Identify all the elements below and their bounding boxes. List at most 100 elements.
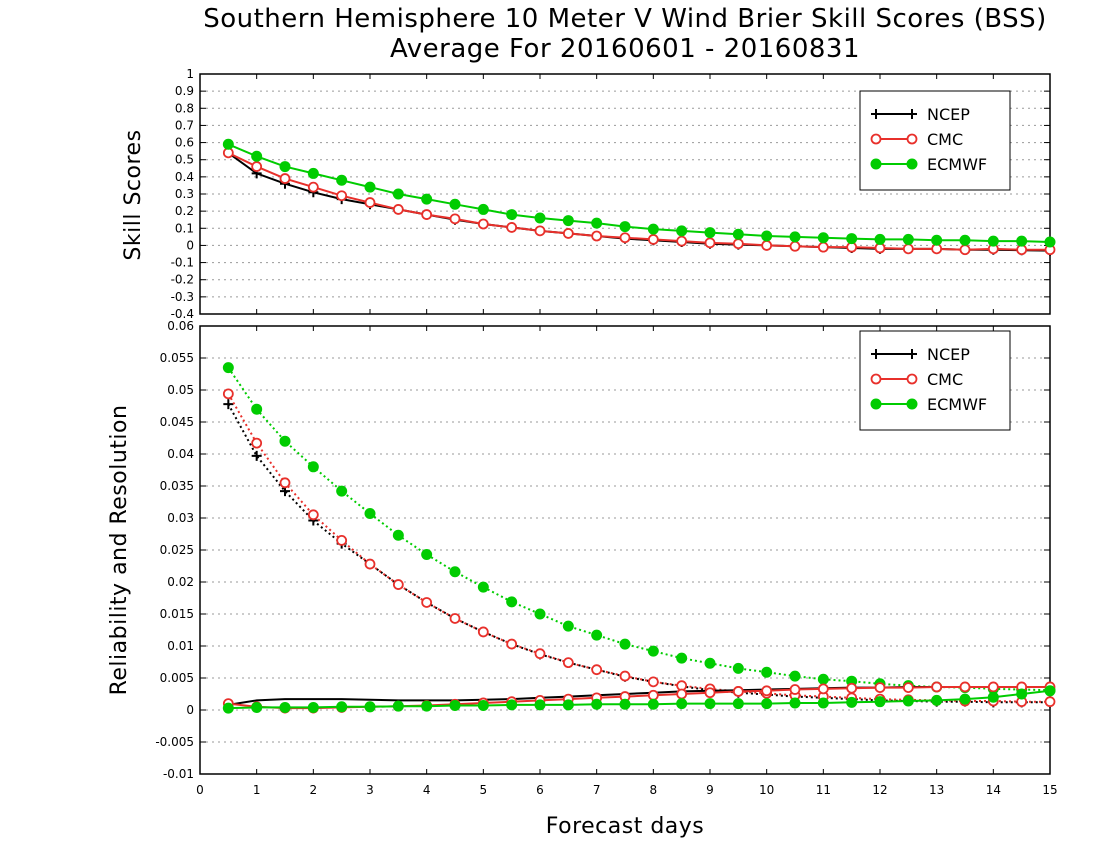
top-cmc-point (676, 235, 688, 247)
top-ecmwf-point (676, 225, 688, 237)
bottom-cmc-resolution-point (449, 613, 461, 624)
bottom-cmc-resolution-point (562, 657, 574, 669)
top-legend-marker-ecmwf (870, 158, 882, 170)
bottom-cmc-reliability-point (704, 687, 716, 699)
bottom-cmc-reliability-point (817, 683, 829, 695)
bottom-cmc-reliability-point (676, 688, 688, 700)
top-ecmwf-point (477, 203, 489, 215)
top-ecmwf-point (1044, 236, 1056, 248)
bottom-y-tick-label: 0.05 (167, 383, 194, 397)
top-cmc-point (279, 173, 291, 184)
bottom-ecmwf-resolution-point (421, 548, 433, 560)
bottom-y-tick-label: 0 (186, 703, 194, 717)
top-cmc-point (647, 234, 659, 245)
bottom-cmc-resolution-point (477, 626, 489, 638)
x-tick-label: 8 (650, 783, 658, 797)
bottom-legend: NCEP CMC ECMWF (859, 330, 1011, 431)
top-y-tick-label: 0.3 (175, 187, 194, 201)
bottom-cmc-resolution-point (647, 676, 659, 688)
bottom-ecmwf-reliability-point (761, 698, 773, 710)
x-tick-label: 13 (929, 783, 944, 797)
top-legend: NCEP CMC ECMWF (859, 90, 1011, 191)
bottom-ecmwf-reliability-point (902, 695, 914, 707)
bottom-legend-label-cmc: CMC (927, 370, 963, 389)
bottom-cmc-resolution-line (227, 393, 1050, 703)
top-ecmwf-point (902, 233, 914, 245)
bottom-ecmwf-reliability-point (251, 701, 263, 713)
top-y-tick-label: -0.3 (171, 290, 194, 304)
top-cmc-point (704, 237, 716, 249)
bottom-ecmwf-reliability-point (931, 694, 943, 706)
top-ecmwf-point (874, 233, 886, 245)
bottom-ecmwf-resolution-point (619, 638, 631, 650)
bottom-ecmwf-reliability-point (506, 699, 518, 711)
bottom-ecmwf-reliability-point (279, 701, 291, 713)
skill-scores-panel: -0.4 -0.3 -0.2 -0.1 0 0.1 0.2 0.3 0.4 0.5 0.6 0.7 0.… (171, 67, 1056, 321)
x-tick-label: 12 (872, 783, 887, 797)
bottom-legend-marker-ecmwf (906, 398, 918, 410)
bottom-cmc-reliability-point (959, 681, 971, 693)
bottom-ecmwf-reliability-point (846, 696, 858, 708)
bottom-ecmwf-resolution-point (562, 620, 574, 632)
top-ecmwf-point (449, 198, 461, 210)
bottom-legend-marker-cmc (906, 373, 918, 385)
top-ecmwf-point (506, 209, 518, 221)
top-legend-marker-cmc (870, 133, 882, 145)
bottom-ecmwf-resolution-point (477, 581, 489, 593)
top-cmc-point (902, 243, 914, 255)
bottom-ecmwf-reliability-point (534, 699, 546, 711)
x-tick-label: 9 (706, 783, 714, 797)
x-tick-label: 3 (366, 783, 374, 797)
bottom-ecmwf-reliability-point (647, 698, 659, 710)
bottom-cmc-resolution-point (1044, 696, 1056, 708)
top-cmc-point (591, 230, 603, 242)
top-ecmwf-point (307, 167, 319, 179)
bottom-ecmwf-resolution-point (392, 529, 404, 541)
bottom-ecmwf-reliability-point (874, 696, 886, 708)
top-y-tick-label: 0.6 (175, 136, 194, 150)
bottom-cmc-resolution-point (364, 558, 376, 570)
bottom-legend-label-ecmwf: ECMWF (927, 395, 987, 414)
bottom-y-tick-label: 0.035 (160, 479, 194, 493)
bottom-legend-marker-ncep (871, 349, 881, 359)
top-ecmwf-point (761, 230, 773, 242)
top-ecmwf-point (336, 174, 348, 186)
top-cmc-point (364, 197, 376, 208)
top-ecmwf-point (732, 228, 744, 240)
bottom-y-tick-label: 0.055 (160, 351, 194, 365)
top-ecmwf-point (222, 138, 234, 150)
top-ecmwf-point (931, 234, 943, 246)
bottom-legend-label-ncep: NCEP (927, 345, 970, 364)
bottom-cmc-resolution-point (336, 535, 348, 546)
bottom-ecmwf-reliability-point (307, 701, 319, 713)
x-tick-label: 0 (196, 783, 204, 797)
bottom-y-tick-label: 0.03 (167, 511, 194, 525)
top-cmc-point (959, 244, 971, 256)
bottom-y-tick-label: 0.005 (160, 671, 194, 685)
top-y-tick-label: 0 (186, 238, 194, 252)
top-legend-marker-ncep (907, 109, 917, 119)
bottom-y-tick-label: 0.04 (167, 447, 194, 461)
bottom-cmc-reliability-point (931, 681, 943, 693)
x-tick-label: 6 (536, 783, 544, 797)
top-cmc-point (449, 213, 461, 225)
x-tick-label: 5 (480, 783, 488, 797)
top-ecmwf-point (251, 150, 263, 162)
x-tick-label: 7 (593, 783, 601, 797)
bottom-y-tick-label: 0.045 (160, 415, 194, 429)
bottom-ecmwf-resolution-point (591, 629, 603, 641)
top-y-tick-label: -0.2 (171, 273, 194, 287)
top-legend-label-ncep: NCEP (927, 105, 970, 124)
top-y-tick-label: -0.4 (171, 307, 194, 321)
bottom-ecmwf-resolution-point (761, 666, 773, 678)
bottom-cmc-reliability-point (789, 684, 801, 695)
bottom-ecmwf-reliability-point (222, 702, 234, 714)
top-cmc-point (477, 218, 489, 230)
top-y-axis-label: Skill Scores (121, 129, 146, 260)
top-y-tick-label: 0.4 (175, 170, 194, 184)
bottom-cmc-reliability-point (732, 686, 744, 697)
top-cmc-point (392, 204, 404, 215)
chart-title: Southern Hemisphere 10 Meter V Wind Brie… (203, 4, 1047, 34)
bottom-cmc-resolution-point (534, 648, 546, 660)
